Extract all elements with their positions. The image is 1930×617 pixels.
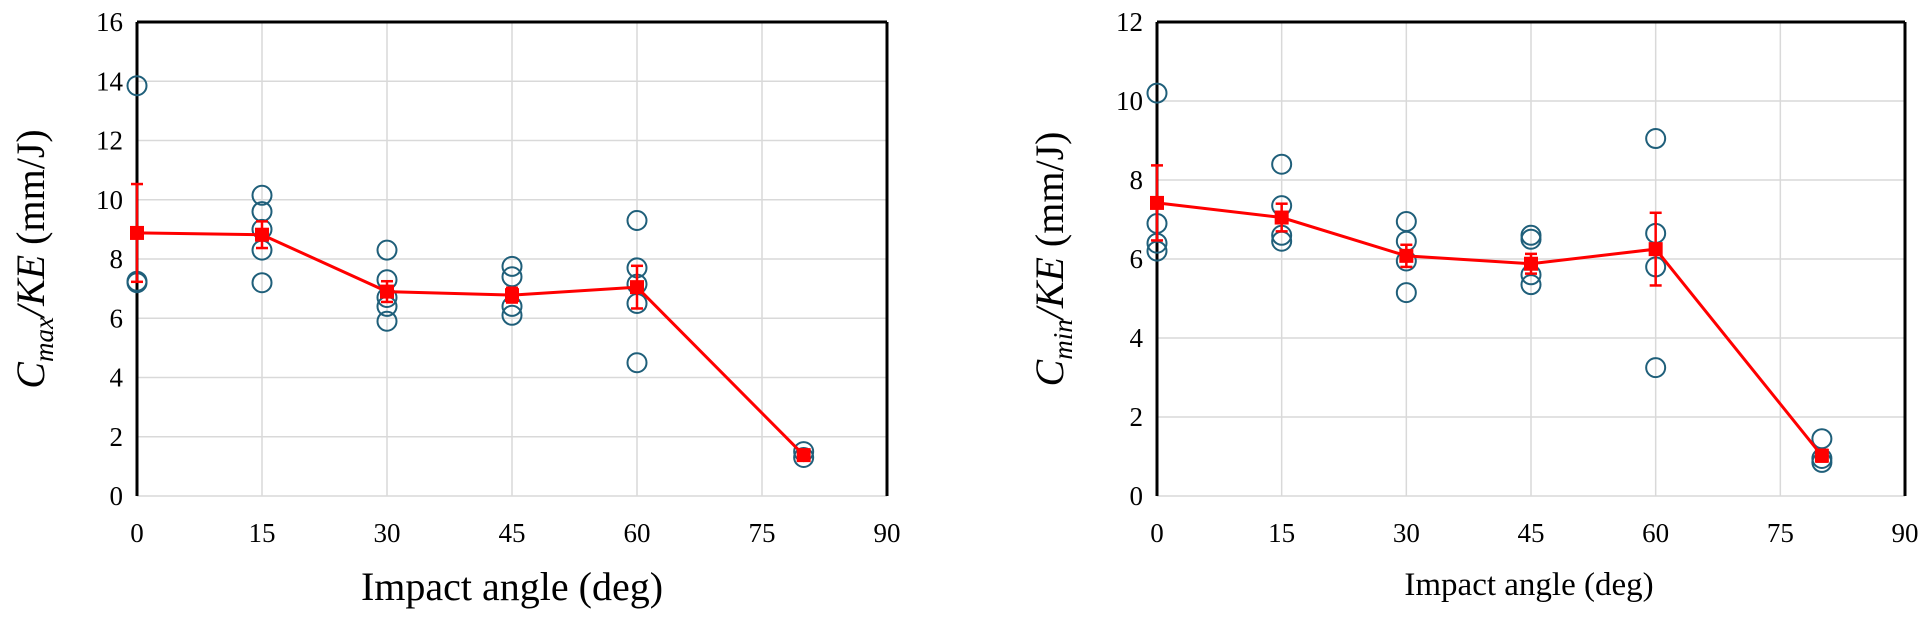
y-tick-label: 8 [1130,165,1144,195]
mean-line [136,231,805,457]
mean-marker [630,280,644,295]
series-right [1146,82,1833,473]
mean-marker [380,284,394,299]
data-point-circle [501,304,523,326]
y-tick-label: 8 [110,244,124,274]
data-point-circle [626,352,648,374]
y-tick-label: 0 [1130,481,1144,511]
y-tick-label: 14 [96,66,124,96]
y-axis-label-right: Cmin/KE (mm/J) [1027,132,1078,387]
x-tick-label: 60 [624,518,651,548]
data-point-circle [1395,282,1417,304]
data-point-circle [1146,82,1168,104]
x-axis-label-left: Impact angle (deg) [361,564,663,609]
x-tick-label: 90 [874,518,901,548]
y-tick-label: 12 [1116,7,1143,37]
y-tick-label: 2 [110,422,124,452]
mean-marker [1524,256,1538,271]
data-point-circle [501,266,523,288]
y-tick-label: 6 [1130,244,1144,274]
x-ticks-left: 0 15 30 45 60 75 90 [130,518,900,548]
mean-marker [505,288,519,303]
data-point-circle [251,272,273,294]
data-point-circle [1520,228,1542,250]
data-point-circle [1645,357,1667,379]
x-ticks-right: 0 15 30 45 60 75 90 [1150,518,1918,548]
x-tick-label: 45 [1518,518,1545,548]
y-tick-label: 10 [1116,86,1143,116]
x-tick-label: 15 [249,518,276,548]
mean-marker [1150,195,1164,210]
mean-marker [1399,248,1414,263]
x-tick-label: 90 [1892,518,1919,548]
y-tick-label: 12 [96,126,123,156]
y-tick-label: 6 [110,303,124,333]
chart-left: 0 2 4 6 8 10 12 14 16 0 15 30 45 60 75 90 Impact angle… [8,7,901,609]
x-tick-label: 75 [749,518,776,548]
mean-marker [1274,210,1289,225]
x-tick-label: 60 [1642,518,1669,548]
data-point-circle [376,239,398,261]
mean-marker [796,448,811,463]
data-point-circle [501,255,523,277]
x-tick-label: 30 [374,518,401,548]
mean-line [1156,201,1824,457]
data-point-circle [626,209,648,231]
y-tick-label: 4 [110,363,124,393]
mean-marker [255,227,269,242]
y-tick-label: 10 [96,185,123,215]
x-tick-label: 0 [130,518,144,548]
x-tick-label: 45 [499,518,526,548]
grid-right [1155,20,1907,497]
y-ticks-left: 0 2 4 6 8 10 12 14 16 [96,7,124,511]
data-point-circle [251,184,273,206]
x-tick-label: 0 [1150,518,1164,548]
data-point-circle [1520,274,1542,296]
data-point-circle [376,310,398,332]
x-tick-label: 30 [1393,518,1420,548]
y-ticks-right: 0 2 4 6 8 10 12 [1116,7,1144,511]
data-point-circle [1271,153,1293,175]
y-axis-label-left: Cmax/KE (mm/J) [8,129,59,388]
y-tick-label: 0 [110,481,124,511]
mean-marker [130,225,144,240]
data-point-circle [126,75,148,97]
x-tick-label: 15 [1268,518,1295,548]
mean-marker [1814,448,1829,463]
data-point-circle [1645,128,1667,150]
mean-marker [1648,242,1663,257]
y-tick-label: 2 [1130,402,1144,432]
chart-right: 0 2 4 6 8 10 12 0 15 30 45 60 75 90 Impact angle (de… [1027,7,1919,603]
data-point-circle [793,446,815,468]
series-left [126,75,815,468]
x-axis-label-right: Impact angle (deg) [1404,567,1653,603]
x-tick-label: 75 [1767,518,1794,548]
y-tick-label: 4 [1130,323,1144,353]
y-tick-label: 16 [96,7,123,37]
